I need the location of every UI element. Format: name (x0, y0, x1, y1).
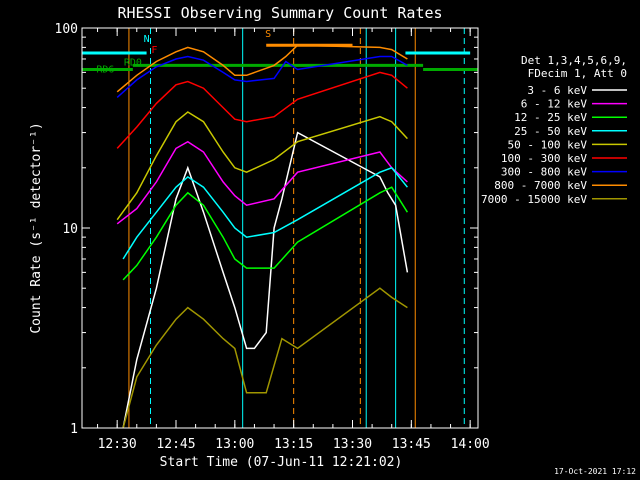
x-axis-label: Start Time (07-Jun-11 12:21:02) (160, 455, 403, 470)
series-line (116, 140, 408, 225)
legend-label: 300 - 800 keV (501, 166, 587, 179)
series-line (116, 55, 408, 98)
footer-timestamp: 17-Oct-2021 17:12 (554, 467, 636, 476)
legend-label: 100 - 300 keV (501, 152, 587, 165)
series-line (116, 71, 408, 149)
plot-area: NF S RD0 RD6 (82, 28, 478, 429)
y-tick-label: 100 (55, 22, 78, 37)
annotation-label: RD6 (96, 64, 114, 75)
annotation-label: RD0 (124, 57, 142, 68)
y-axis-label: Count Rate (s⁻¹ detector⁻¹) (29, 122, 44, 333)
x-tick-label: 12:45 (156, 437, 195, 452)
series-line (122, 186, 409, 281)
x-tick-label: 13:30 (333, 437, 372, 452)
chart-title: RHESSI Observing Summary Count Rates (117, 4, 442, 22)
legend-label: 7000 - 15000 keV (481, 193, 587, 206)
legend-label: 3 - 6 keV (527, 84, 587, 97)
series-line (116, 111, 408, 221)
x-tick-label: 12:30 (98, 437, 137, 452)
legend-label: 12 - 25 keV (514, 111, 587, 124)
y-tick-label: 10 (62, 222, 78, 237)
legend-label: 6 - 12 keV (521, 98, 588, 111)
axes: 12:30 12:45 13:00 13:15 13:30 13:45 14:00 1 10 10… (55, 22, 490, 452)
annotation-label: F (151, 45, 157, 56)
x-tick-label: 13:45 (392, 437, 431, 452)
x-tick-label: 13:15 (274, 437, 313, 452)
legend-label: 25 - 50 keV (514, 125, 587, 138)
series-line (116, 44, 408, 93)
annotation-label: N (144, 34, 150, 45)
legend-label: 800 - 7000 keV (494, 179, 587, 192)
annotation-label: S (265, 29, 271, 40)
legend-label: 50 - 100 keV (508, 138, 588, 151)
x-tick-label: 14:00 (451, 437, 490, 452)
legend: Det 1,3,4,5,6,9,FDecim 1, Att 0 3 - 6 keV… (481, 54, 627, 206)
x-tick-label: 13:00 (215, 437, 254, 452)
series-line (122, 166, 408, 260)
series-line (122, 287, 408, 429)
series-line (122, 131, 409, 429)
legend-header: Det 1,3,4,5,6,9, (521, 54, 627, 67)
legend-header: FDecim 1, Att 0 (528, 67, 627, 80)
y-tick-label: 1 (70, 422, 78, 437)
